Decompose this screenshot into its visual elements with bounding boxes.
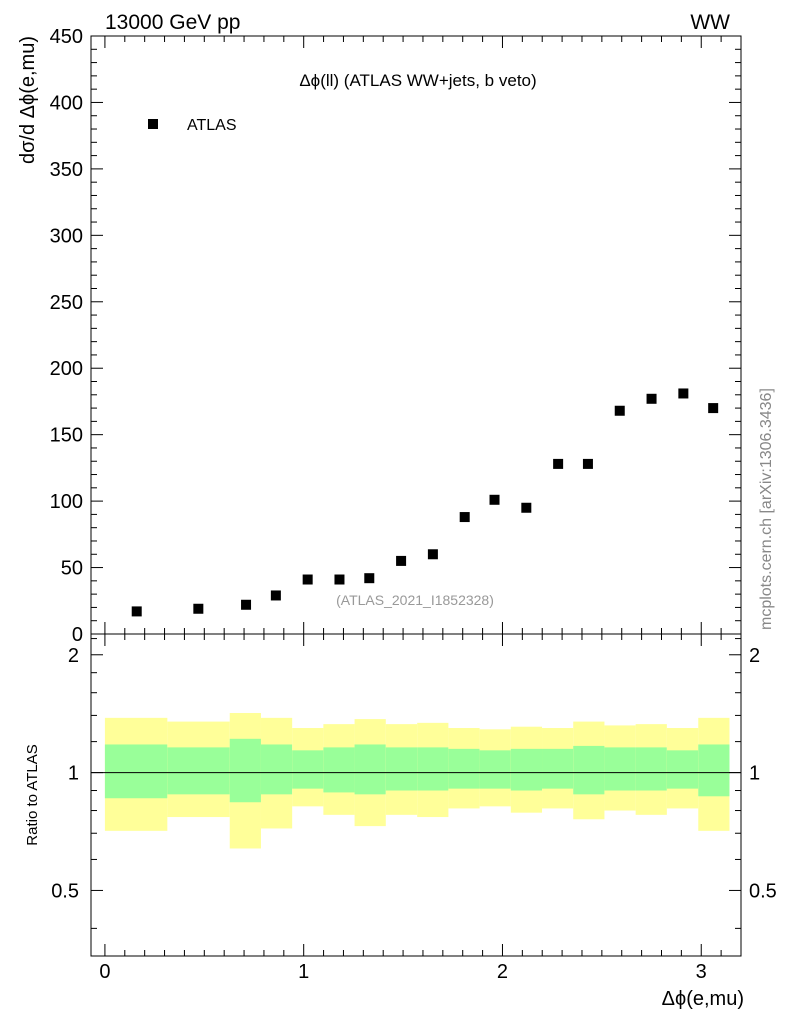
x-tick-label: 1: [298, 961, 309, 983]
data-point-atlas: [614, 405, 625, 416]
main-y-tick-label: 150: [50, 425, 83, 447]
ratio-band-green: [448, 748, 480, 789]
main-y-axis: 0 50 100 150 200 250 300 350 400 450: [50, 26, 741, 646]
main-y-label: dσ/d Δϕ(e,mu): [17, 36, 39, 164]
ratio-y-tick-label-right: 1: [749, 763, 760, 785]
ratio-band-green: [510, 748, 543, 791]
data-point-atlas: [364, 573, 375, 584]
data-point-atlas: [302, 574, 313, 585]
ratio-y-tick-label: 0.5: [51, 880, 79, 902]
ratio-band-green: [323, 747, 355, 793]
ratio-band-green: [635, 747, 667, 791]
data-point-atlas: [582, 458, 593, 469]
x-tick-label: 2: [497, 961, 508, 983]
ratio-band-green: [354, 744, 386, 795]
header-left: 13000 GeV pp: [105, 11, 240, 34]
ratio-frame: [90, 633, 742, 957]
ratio-band-green: [229, 738, 261, 803]
main-y-tick-label: 400: [50, 92, 83, 114]
x-tick-label: 3: [696, 961, 707, 983]
chart-title: Δϕ(ll) (ATLAS WW+jets, b veto): [299, 71, 536, 90]
ratio-band-green: [260, 744, 293, 795]
main-y-tick-label: 100: [50, 491, 83, 513]
ratio-y-tick-label: 2: [68, 645, 79, 667]
ratio-band-green: [417, 747, 449, 791]
data-point-atlas: [553, 458, 564, 469]
ratio-bands: [91, 712, 741, 849]
main-y-tick-label: 350: [50, 159, 83, 181]
ratio-band-green: [542, 748, 574, 789]
header-right: WW: [690, 11, 730, 34]
main-y-tick-label: 50: [61, 558, 83, 580]
data-point-atlas: [678, 388, 689, 399]
ratio-y-tick-label: 1: [68, 763, 79, 785]
x-tick-label: 0: [99, 961, 110, 983]
ratio-y-tick-label-right: 2: [749, 645, 760, 667]
data-point-atlas: [708, 403, 719, 414]
ratio-band-green: [573, 745, 605, 795]
data-point-atlas: [489, 494, 500, 505]
data-point-atlas: [396, 555, 407, 566]
data-point-atlas: [521, 502, 532, 513]
ratio-y-tick-label-right: 0.5: [749, 880, 777, 902]
ratio-band-green: [167, 747, 230, 795]
main-y-tick-label: 0: [72, 624, 83, 646]
side-label: mcplots.cern.ch [arXiv:1306.3436]: [758, 388, 775, 630]
data-point-atlas: [646, 393, 657, 404]
main-y-tick-label: 250: [50, 292, 83, 314]
main-y-tick-label: 450: [50, 26, 83, 48]
data-point-atlas: [427, 549, 438, 560]
ratio-band-green: [698, 744, 730, 797]
ratio-band-green: [385, 747, 418, 791]
analysis-label: (ATLAS_2021_I1852328): [336, 592, 494, 608]
ratio-y-label: Ratio to ATLAS: [24, 744, 41, 845]
data-point-atlas: [131, 606, 142, 617]
x-axis-label: Δϕ(e,mu): [662, 988, 744, 1010]
ratio-band-green: [666, 750, 699, 789]
main-y-tick-label: 200: [50, 358, 83, 380]
main-y-tick-label: 300: [50, 225, 83, 247]
data-point-atlas: [459, 512, 470, 523]
data-point-atlas: [270, 590, 281, 601]
legend-label-atlas: ATLAS: [187, 117, 237, 134]
ratio-axes: 0.5 0.5 1 1 2 2 0 1 2 3: [51, 634, 777, 983]
data-point-atlas: [193, 603, 204, 614]
data-point-atlas: [334, 574, 345, 585]
ratio-band-green: [104, 744, 168, 799]
ratio-band-green: [292, 750, 324, 789]
legend-marker-atlas: [148, 119, 158, 129]
ratio-band-green: [604, 747, 636, 791]
ratio-band-green: [479, 750, 511, 789]
data-point-atlas: [241, 599, 252, 610]
main-data-points: [131, 388, 719, 617]
